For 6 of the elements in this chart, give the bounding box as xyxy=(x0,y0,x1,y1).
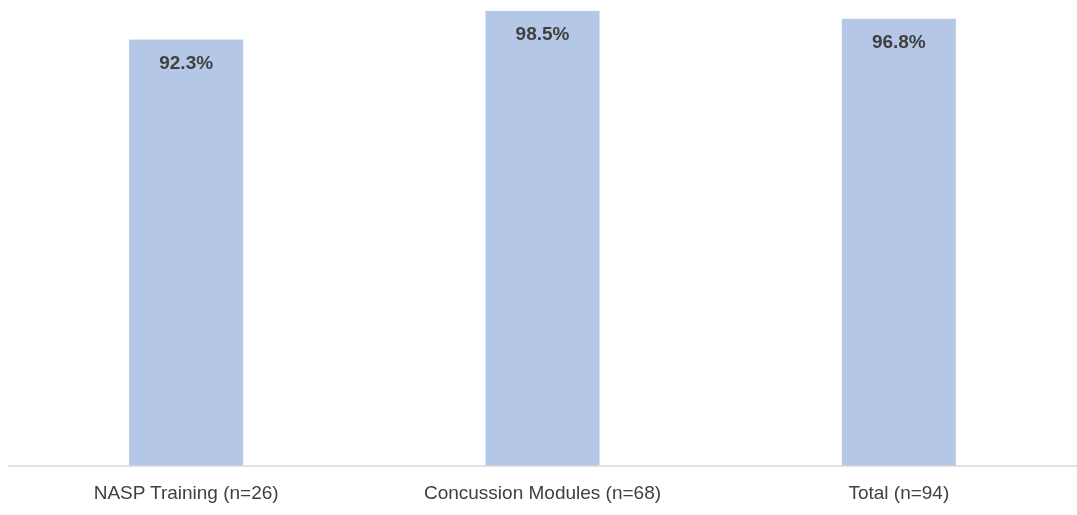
x-tick-label: Total (n=94) xyxy=(848,482,950,503)
data-label: 98.5% xyxy=(515,22,570,44)
x-tick-label: NASP Training (n=26) xyxy=(93,482,279,503)
data-label: 92.3% xyxy=(159,51,214,73)
x-tick-label: Concussion Modules (n=68) xyxy=(423,482,662,503)
data-label: 96.8% xyxy=(871,30,926,52)
